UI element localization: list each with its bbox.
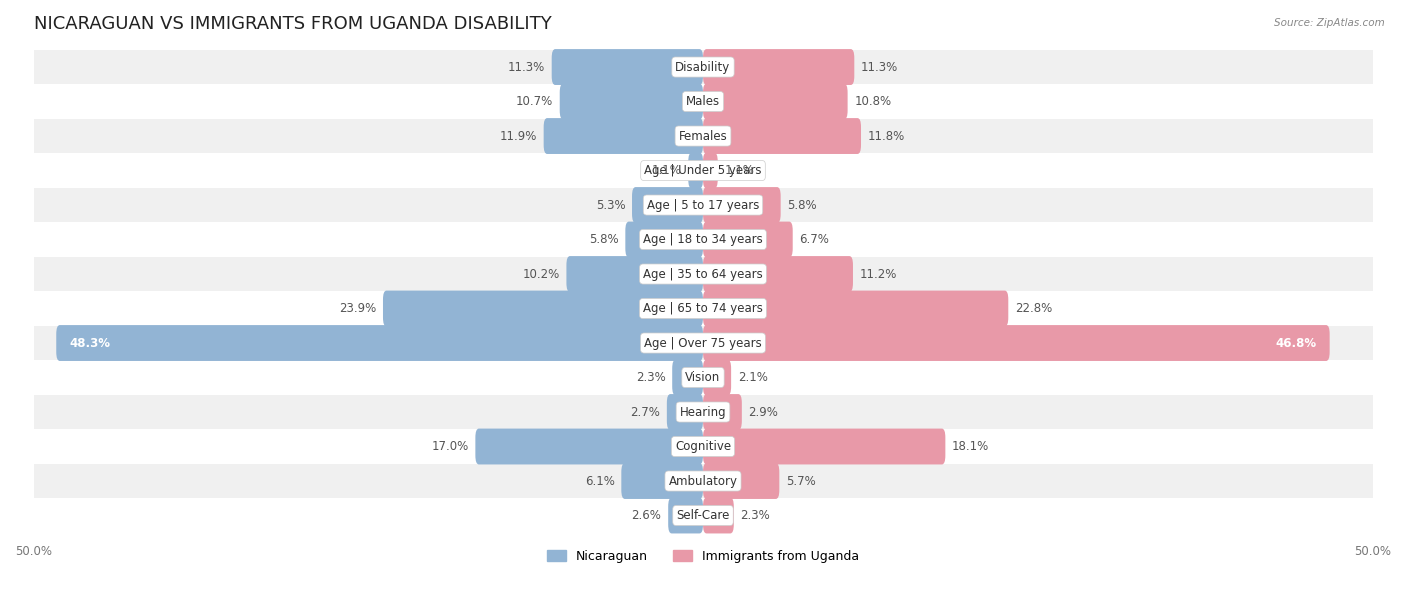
FancyBboxPatch shape xyxy=(633,187,703,223)
FancyBboxPatch shape xyxy=(703,291,1008,326)
FancyBboxPatch shape xyxy=(703,498,734,534)
Legend: Nicaraguan, Immigrants from Uganda: Nicaraguan, Immigrants from Uganda xyxy=(543,545,863,568)
Text: 23.9%: 23.9% xyxy=(339,302,377,315)
Text: Age | 5 to 17 years: Age | 5 to 17 years xyxy=(647,198,759,212)
FancyBboxPatch shape xyxy=(689,152,703,188)
Bar xyxy=(34,188,1372,222)
Text: 18.1%: 18.1% xyxy=(952,440,990,453)
Text: Vision: Vision xyxy=(685,371,721,384)
Text: 2.6%: 2.6% xyxy=(631,509,661,522)
Bar xyxy=(34,257,1372,291)
Text: 17.0%: 17.0% xyxy=(432,440,468,453)
Text: 10.7%: 10.7% xyxy=(516,95,553,108)
Text: 1.1%: 1.1% xyxy=(724,164,754,177)
FancyBboxPatch shape xyxy=(567,256,703,292)
FancyBboxPatch shape xyxy=(703,360,731,395)
Text: Males: Males xyxy=(686,95,720,108)
Text: 46.8%: 46.8% xyxy=(1275,337,1316,349)
Text: Self-Care: Self-Care xyxy=(676,509,730,522)
Text: Source: ZipAtlas.com: Source: ZipAtlas.com xyxy=(1274,18,1385,28)
Text: 48.3%: 48.3% xyxy=(70,337,111,349)
Text: 11.2%: 11.2% xyxy=(859,267,897,280)
Text: 2.3%: 2.3% xyxy=(636,371,665,384)
FancyBboxPatch shape xyxy=(703,84,848,119)
Bar xyxy=(34,119,1372,153)
FancyBboxPatch shape xyxy=(551,49,703,85)
FancyBboxPatch shape xyxy=(703,222,793,258)
FancyBboxPatch shape xyxy=(626,222,703,258)
FancyBboxPatch shape xyxy=(475,428,703,465)
FancyBboxPatch shape xyxy=(672,360,703,395)
Text: 5.8%: 5.8% xyxy=(787,198,817,212)
Text: 5.8%: 5.8% xyxy=(589,233,619,246)
Text: Females: Females xyxy=(679,130,727,143)
Text: 11.3%: 11.3% xyxy=(508,61,546,73)
FancyBboxPatch shape xyxy=(703,152,717,188)
Text: 2.3%: 2.3% xyxy=(741,509,770,522)
Bar xyxy=(34,84,1372,119)
FancyBboxPatch shape xyxy=(703,49,855,85)
FancyBboxPatch shape xyxy=(382,291,703,326)
FancyBboxPatch shape xyxy=(703,394,742,430)
Text: Age | 65 to 74 years: Age | 65 to 74 years xyxy=(643,302,763,315)
Bar xyxy=(34,222,1372,257)
FancyBboxPatch shape xyxy=(668,498,703,534)
FancyBboxPatch shape xyxy=(703,463,779,499)
FancyBboxPatch shape xyxy=(544,118,703,154)
Bar xyxy=(34,464,1372,498)
Text: 2.7%: 2.7% xyxy=(630,406,661,419)
FancyBboxPatch shape xyxy=(703,118,860,154)
Text: Hearing: Hearing xyxy=(679,406,727,419)
Text: 10.8%: 10.8% xyxy=(855,95,891,108)
FancyBboxPatch shape xyxy=(703,187,780,223)
Text: 5.3%: 5.3% xyxy=(596,198,626,212)
Text: Age | 35 to 64 years: Age | 35 to 64 years xyxy=(643,267,763,280)
Text: 6.1%: 6.1% xyxy=(585,474,614,488)
FancyBboxPatch shape xyxy=(703,256,853,292)
Bar xyxy=(34,395,1372,429)
Bar xyxy=(34,291,1372,326)
Bar xyxy=(34,498,1372,533)
Text: 2.1%: 2.1% xyxy=(738,371,768,384)
Text: NICARAGUAN VS IMMIGRANTS FROM UGANDA DISABILITY: NICARAGUAN VS IMMIGRANTS FROM UGANDA DIS… xyxy=(34,15,551,33)
Text: 22.8%: 22.8% xyxy=(1015,302,1052,315)
Text: Ambulatory: Ambulatory xyxy=(668,474,738,488)
Bar xyxy=(34,360,1372,395)
FancyBboxPatch shape xyxy=(703,428,945,465)
FancyBboxPatch shape xyxy=(666,394,703,430)
Text: 6.7%: 6.7% xyxy=(800,233,830,246)
Text: 10.2%: 10.2% xyxy=(523,267,560,280)
Bar xyxy=(34,326,1372,360)
Text: 2.9%: 2.9% xyxy=(748,406,779,419)
Text: Age | Under 5 years: Age | Under 5 years xyxy=(644,164,762,177)
Text: 5.7%: 5.7% xyxy=(786,474,815,488)
Text: Age | 18 to 34 years: Age | 18 to 34 years xyxy=(643,233,763,246)
Text: Cognitive: Cognitive xyxy=(675,440,731,453)
FancyBboxPatch shape xyxy=(56,325,703,361)
FancyBboxPatch shape xyxy=(703,325,1330,361)
Text: 11.8%: 11.8% xyxy=(868,130,905,143)
Bar xyxy=(34,429,1372,464)
Text: Age | Over 75 years: Age | Over 75 years xyxy=(644,337,762,349)
Text: 11.3%: 11.3% xyxy=(860,61,898,73)
Text: Disability: Disability xyxy=(675,61,731,73)
FancyBboxPatch shape xyxy=(621,463,703,499)
Bar xyxy=(34,50,1372,84)
Bar xyxy=(34,153,1372,188)
Text: 1.1%: 1.1% xyxy=(652,164,682,177)
FancyBboxPatch shape xyxy=(560,84,703,119)
Text: 11.9%: 11.9% xyxy=(499,130,537,143)
